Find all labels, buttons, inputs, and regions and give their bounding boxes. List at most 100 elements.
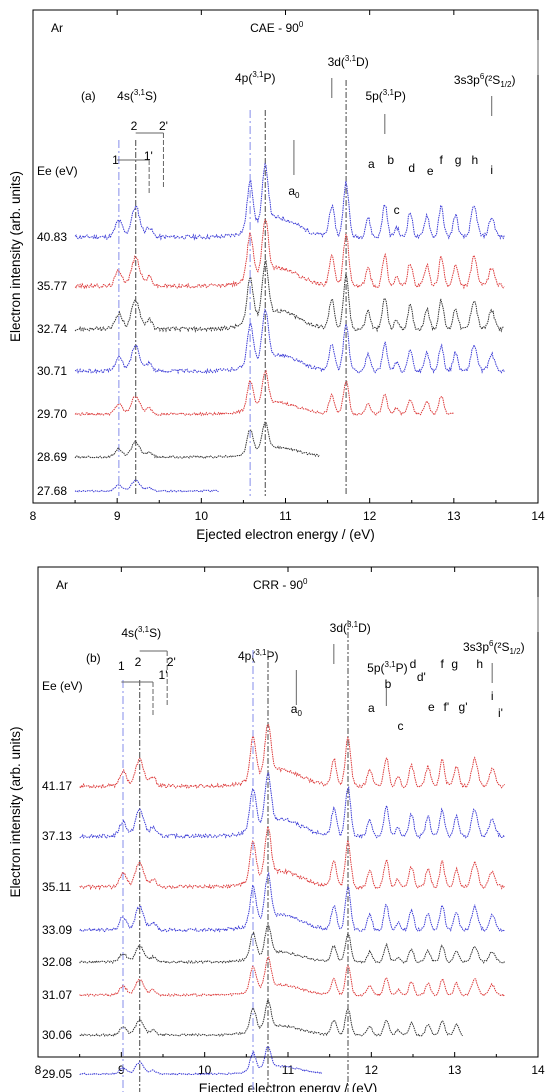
state-rest: D) [356, 55, 369, 69]
chart-title: CAE - 900 [250, 20, 304, 35]
peak-label: d' [417, 670, 426, 684]
peak-text: i' [498, 706, 503, 720]
state-group-label: 4p(3,1P) [238, 648, 278, 663]
state-group-label: 5p(3,1P) [367, 660, 407, 675]
peak-label: e [428, 700, 435, 714]
state-sup: 3,1 [252, 70, 264, 79]
x-tick-label: 13 [448, 1063, 462, 1077]
peak-label: 2 [135, 655, 142, 669]
state-text: 4s( [121, 626, 138, 640]
state-rest: D) [358, 621, 371, 635]
peak-text: b [387, 153, 394, 167]
spectrum-line [74, 479, 219, 493]
spectrum-line [79, 924, 506, 965]
x-axis-label: Ejected electron energy / (eV) [196, 527, 375, 542]
peak-text: g' [459, 700, 468, 714]
peak-text: 2 [135, 655, 142, 669]
peak-text: 2' [167, 655, 176, 669]
spectrum-line [79, 772, 506, 840]
state-group-label: 4s(3,1S) [117, 88, 157, 103]
peak-text: c [398, 719, 404, 733]
chart-title: CRR - 900 [253, 577, 308, 592]
spectrum-line [79, 824, 506, 891]
peak-text: c [394, 203, 400, 217]
spectrum-line [74, 421, 320, 459]
ee-value-label: 28.69 [37, 450, 67, 464]
peak-text: 1' [144, 149, 153, 163]
state-rest: (²S [484, 73, 500, 87]
ee-value-label: 35.77 [37, 279, 67, 293]
peak-text: g [451, 657, 458, 671]
state-sup: 3,1 [383, 88, 395, 97]
state-group-label: 3d(3,1D) [330, 620, 371, 635]
peak-label: i [491, 689, 494, 703]
state-sup: 3,1 [138, 625, 150, 634]
peak-text: g [455, 153, 462, 167]
spectrum-line [74, 369, 454, 417]
y-axis-label: Electron intensity (arb. units) [8, 726, 23, 897]
peak-text: i [491, 689, 494, 703]
x-tick-label: 9 [118, 1063, 125, 1077]
state-group-label: 5p(3,1P) [365, 88, 405, 103]
ee-value-label: 33.09 [42, 923, 72, 937]
x-tick-label: 10 [195, 509, 209, 523]
title-text: CAE - 90 [250, 21, 299, 35]
peak-label: f [440, 153, 444, 167]
state-sup: 3,1 [347, 620, 359, 629]
peak-label: g [455, 153, 462, 167]
ee-value-label: 30.71 [37, 364, 67, 378]
peak-text: f [440, 657, 444, 671]
panel-label: (b) [86, 651, 101, 665]
peak-text: d' [417, 670, 426, 684]
peak-label: i [490, 163, 493, 177]
state-sub: 1/2 [509, 647, 521, 656]
peak-label: 1' [144, 149, 153, 163]
peak-label: d [410, 657, 417, 671]
peak-text: i [490, 163, 493, 177]
peak-label: b [385, 677, 392, 691]
peak-label: 2' [167, 655, 176, 669]
peak-label: b [387, 153, 394, 167]
x-tick-label: 14 [531, 1063, 545, 1077]
state-text: 5p( [365, 89, 382, 103]
peak-label: a [368, 701, 375, 715]
state-text: 3d( [330, 621, 347, 635]
state-group-label: 4p(3,1P) [235, 70, 275, 85]
state-text: 5p( [367, 661, 384, 675]
ee-value-label: 40.83 [37, 230, 67, 244]
state-text: 4p( [238, 649, 255, 663]
peak-text: 2 [131, 119, 138, 133]
title-sup: 0 [299, 20, 304, 29]
spectrum-line [79, 871, 505, 933]
peak-text: 1 [118, 659, 125, 673]
x-tick-label: 11 [282, 1063, 295, 1077]
peak-label: a [368, 157, 375, 171]
spectrum-line [74, 219, 505, 290]
state-rest: P) [263, 71, 275, 85]
peak-label: 2' [159, 119, 168, 133]
state-rest: P) [394, 89, 406, 103]
peak-text: d [408, 161, 415, 175]
x-tick-label: 8 [30, 509, 37, 523]
x-tick-label: 14 [531, 509, 545, 523]
spectrum-line [74, 308, 505, 375]
peak-label: 1 [112, 153, 119, 167]
spectrum-line [74, 162, 505, 241]
state-text: 4p( [235, 71, 252, 85]
state-text: 3s3p [463, 640, 489, 654]
peak-text: d [410, 657, 417, 671]
x-tick-label: 13 [447, 509, 461, 523]
state-text: 3d( [328, 55, 345, 69]
state-rest: S) [145, 89, 157, 103]
ee-value-label: 37.13 [42, 829, 72, 843]
peak-text: f' [444, 700, 450, 714]
state-sup: 6 [480, 72, 485, 81]
state-sup: 3,1 [255, 648, 267, 657]
peak-label: c [394, 203, 400, 217]
peak-text: 1' [159, 668, 168, 682]
peak-label: h [472, 153, 479, 167]
peak-label: c [398, 719, 404, 733]
ee-value-label: 32.08 [42, 955, 72, 969]
state-sub: 1/2 [500, 80, 512, 89]
